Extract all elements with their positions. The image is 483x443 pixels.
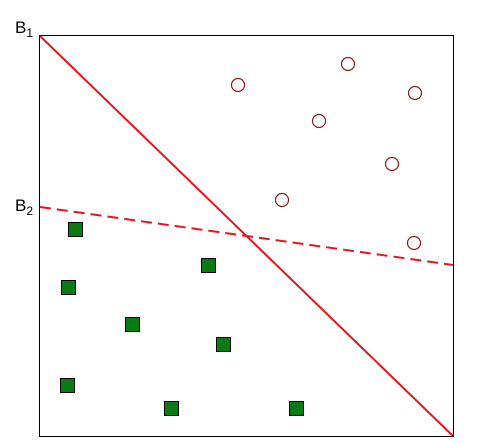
square-point [68,222,83,237]
square-point [164,401,179,416]
plot-frame [39,35,454,437]
boundary-b2-letter: B [15,196,26,215]
circle-point [311,113,327,129]
square-point [61,280,76,295]
square-point [201,258,216,273]
circle-point [407,85,423,101]
boundary-b2-index: 2 [26,204,33,218]
circle-point [340,56,356,72]
boundary-b2-label: B2 [15,196,33,218]
square-point [125,317,140,332]
square-class-group [60,222,304,416]
square-point [60,378,75,393]
square-point [216,337,231,352]
square-point [289,401,304,416]
boundary-b2-line [39,206,454,266]
circle-point [384,156,400,172]
circle-point [274,192,290,208]
circle-class-group [230,56,423,251]
boundary-b1-index: 1 [26,26,33,40]
circle-point [406,235,422,251]
boundary-b1-letter: B [15,18,26,37]
boundary-b1-label: B1 [15,18,33,40]
circle-point [230,77,246,93]
